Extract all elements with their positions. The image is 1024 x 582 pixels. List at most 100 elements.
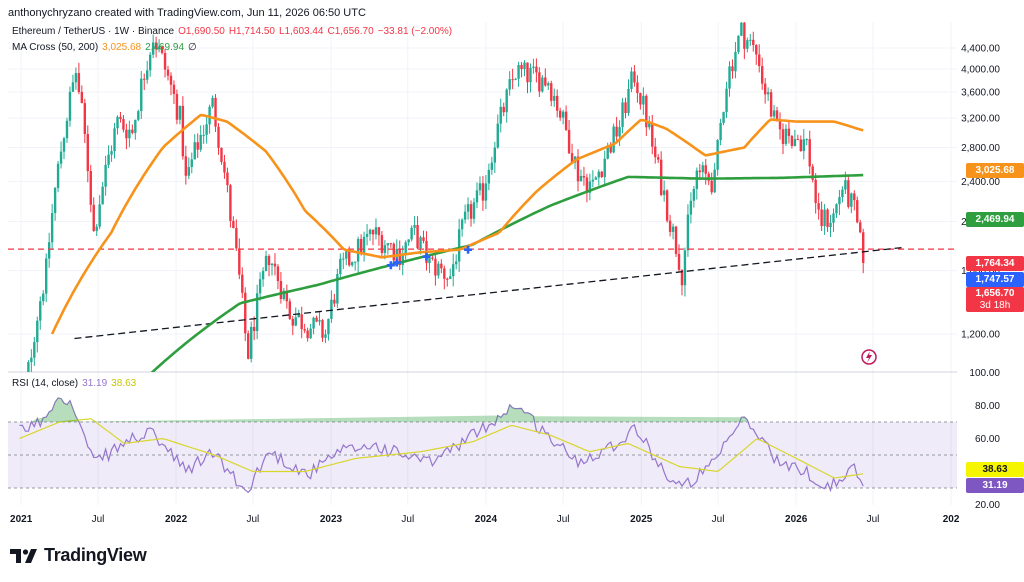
candle-body bbox=[553, 95, 556, 101]
candle-body bbox=[710, 180, 713, 193]
time-axis-label: 2022 bbox=[165, 514, 188, 525]
candle-body bbox=[56, 163, 60, 188]
candle-body bbox=[701, 165, 704, 173]
tradingview-brand[interactable]: TradingView bbox=[10, 545, 147, 566]
candle-body bbox=[288, 301, 292, 319]
symbol-label: Ethereum / TetherUS · 1W · Binance bbox=[12, 26, 175, 37]
candle-body bbox=[606, 145, 609, 159]
candle-body bbox=[309, 328, 312, 339]
candle-body bbox=[175, 93, 179, 120]
candle-body bbox=[603, 158, 606, 178]
candle-body bbox=[520, 64, 523, 70]
candle-body bbox=[665, 190, 669, 221]
candle-body bbox=[348, 251, 351, 266]
candle-body bbox=[662, 190, 666, 195]
candle-body bbox=[202, 134, 205, 136]
candle-body bbox=[796, 139, 800, 141]
candle-body bbox=[689, 200, 693, 215]
candle-body bbox=[594, 177, 598, 180]
candle-body bbox=[380, 235, 384, 253]
candle-body bbox=[859, 222, 862, 233]
price-axis-label: 1,200.00 bbox=[961, 330, 1000, 341]
candle-body bbox=[172, 84, 176, 94]
candle-body bbox=[258, 279, 262, 294]
candle-body bbox=[140, 78, 143, 112]
time-axis-label: 202 bbox=[943, 514, 960, 525]
candle-body bbox=[686, 214, 690, 251]
candle-body bbox=[217, 126, 220, 148]
time-axis-label: 2023 bbox=[320, 514, 343, 525]
candle-body bbox=[24, 386, 26, 411]
candle-body bbox=[184, 156, 188, 176]
candle-body bbox=[799, 139, 803, 152]
candle-body bbox=[844, 180, 847, 190]
candle-body bbox=[50, 213, 54, 243]
change-value: −33.81 (−2.00%) bbox=[377, 26, 453, 37]
candle-body bbox=[547, 83, 550, 86]
candle-body bbox=[511, 79, 514, 81]
candle-body bbox=[157, 46, 161, 50]
candle-body bbox=[92, 204, 95, 231]
candle-body bbox=[196, 142, 199, 150]
candle-body bbox=[755, 45, 758, 55]
time-axis-label: Jul bbox=[867, 514, 880, 525]
candle-body bbox=[416, 224, 419, 249]
candle-body bbox=[802, 139, 805, 152]
candle-body bbox=[146, 70, 149, 80]
candle-body bbox=[466, 204, 470, 212]
candle-body bbox=[371, 229, 375, 235]
candle-body bbox=[59, 151, 63, 164]
candle-body bbox=[597, 171, 600, 178]
candle-body bbox=[449, 276, 452, 280]
last-price-tag: 1,656.70 3d 18h bbox=[966, 287, 1024, 312]
candle-body bbox=[235, 228, 238, 249]
candle-body bbox=[39, 301, 42, 321]
candle-body bbox=[621, 102, 624, 128]
candle-body bbox=[457, 229, 461, 262]
candle-body bbox=[588, 181, 592, 193]
candle-body bbox=[585, 177, 589, 193]
candle-body bbox=[95, 226, 98, 231]
rsi-axis-label: 80.00 bbox=[975, 401, 1000, 412]
candle-body bbox=[835, 204, 838, 214]
candle-body bbox=[823, 209, 826, 227]
candle-body bbox=[89, 171, 92, 205]
candle-body bbox=[386, 243, 390, 246]
ma-cross-marker bbox=[392, 258, 401, 267]
candle-body bbox=[820, 209, 823, 227]
candle-body bbox=[229, 185, 232, 221]
candle-body bbox=[315, 317, 318, 322]
candle-body bbox=[30, 357, 33, 363]
candle-body bbox=[454, 261, 458, 265]
candle-body bbox=[339, 258, 342, 275]
candle-body bbox=[651, 122, 654, 147]
candle-body bbox=[526, 62, 529, 83]
ma-slow-value: 2,469.94 bbox=[145, 42, 185, 53]
candle-body bbox=[481, 183, 485, 201]
candle-body bbox=[558, 110, 562, 118]
candle-body bbox=[220, 147, 223, 162]
candle-body bbox=[728, 66, 731, 89]
time-axis-label: 2024 bbox=[475, 514, 498, 525]
candle-body bbox=[131, 129, 134, 133]
candle-body bbox=[514, 78, 517, 80]
candle-body bbox=[508, 79, 511, 90]
candle-body bbox=[722, 112, 725, 123]
candle-body bbox=[398, 248, 401, 266]
symbol-legend[interactable]: Ethereum / TetherUS · 1W · Binance O1,690… bbox=[12, 26, 456, 37]
candle-body bbox=[74, 73, 78, 83]
rsi-legend[interactable]: RSI (14, close) 31.19 38.63 bbox=[12, 378, 140, 389]
ma-legend[interactable]: MA Cross (50, 200) 3,025.68 2,469.94 ∅ bbox=[12, 42, 201, 53]
candle-body bbox=[535, 66, 538, 73]
candle-body bbox=[749, 39, 752, 41]
ma-suffix: ∅ bbox=[188, 42, 197, 53]
candle-body bbox=[297, 314, 300, 318]
candle-body bbox=[550, 83, 553, 101]
candle-body bbox=[856, 200, 859, 223]
candle-body bbox=[291, 318, 294, 326]
rsi-ma-value: 38.63 bbox=[111, 378, 137, 389]
candle-body bbox=[53, 187, 57, 214]
alert-ring bbox=[861, 349, 877, 365]
price-axis-label: 2,800.00 bbox=[961, 143, 1000, 154]
